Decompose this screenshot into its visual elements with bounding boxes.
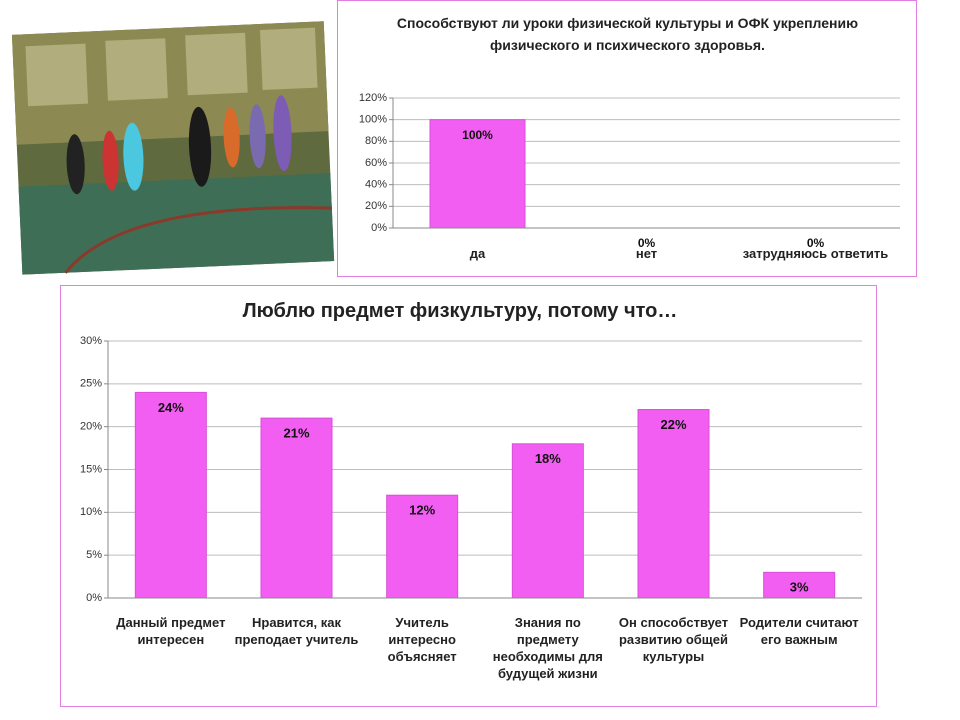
y-tick-label: 5% [86, 549, 102, 561]
bar [511, 443, 584, 599]
value-label: 22% [660, 417, 686, 432]
x-tick-label: Он способствует развитию общей культуры [618, 615, 729, 664]
y-tick-label: 30% [80, 335, 102, 347]
y-tick-label: 25% [80, 378, 102, 390]
value-label: 18% [535, 451, 561, 466]
x-tick-label: Учитель интересно объясняет [387, 615, 457, 664]
y-tick-label: 120% [359, 92, 387, 104]
bar [260, 417, 333, 599]
value-label: 21% [283, 426, 309, 441]
x-tick-label: Родители считают его важным [739, 615, 859, 647]
x-tick-label: затрудняюсь ответить [742, 246, 889, 261]
y-tick-label: 100% [359, 114, 387, 126]
bar [637, 409, 710, 599]
value-label: 0% [638, 236, 656, 250]
y-tick-label: 0% [86, 592, 102, 604]
bar [386, 494, 459, 599]
y-tick-label: 80% [365, 135, 387, 147]
value-label: 100% [462, 128, 493, 142]
value-label: 3% [790, 580, 809, 595]
x-tick-label: Знания по предмету необходимы для будуще… [492, 615, 603, 681]
y-tick-label: 10% [80, 506, 102, 518]
y-tick-label: 15% [80, 463, 102, 475]
bar [134, 391, 207, 599]
chart-title: Способствуют ли уроки физической культур… [396, 15, 859, 53]
x-tick-label: нет [635, 246, 658, 261]
chart-title: Люблю предмет физкультуру, потому что… [242, 300, 678, 322]
value-label: 0% [807, 236, 825, 250]
photo [11, 21, 335, 275]
value-label: 24% [158, 400, 184, 415]
y-tick-label: 20% [365, 200, 387, 212]
value-label: 12% [409, 503, 435, 518]
y-tick-label: 40% [365, 179, 387, 191]
y-tick-label: 60% [365, 157, 387, 169]
x-tick-label: да [469, 246, 486, 261]
chart-frame [337, 0, 917, 277]
y-tick-label: 20% [80, 421, 102, 433]
x-tick-label: Нравится, как преподает учитель [234, 615, 359, 647]
bar [429, 119, 526, 229]
x-tick-label: Данный предмет интересен [116, 615, 226, 647]
chart-frame [60, 285, 877, 707]
y-tick-label: 0% [371, 222, 387, 234]
